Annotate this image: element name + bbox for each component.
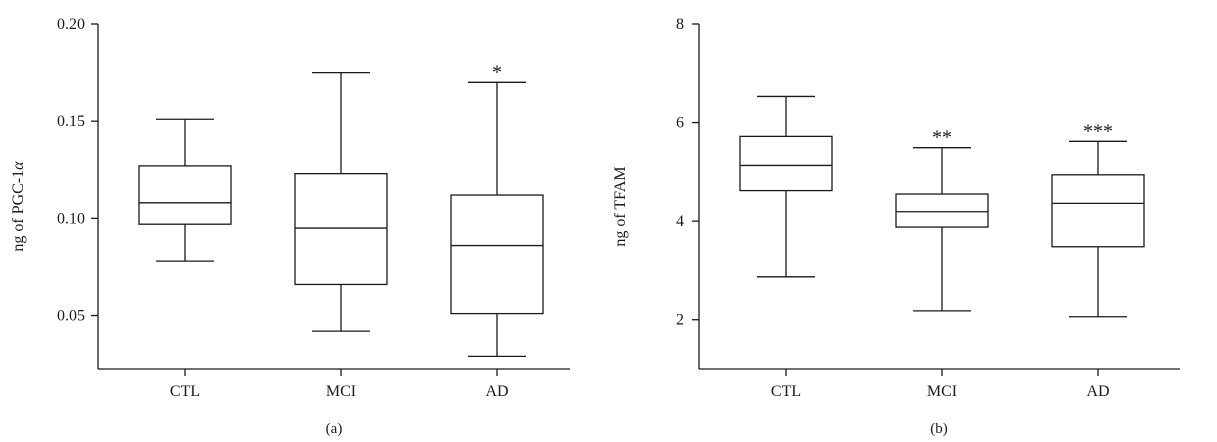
box-ctl [739,95,833,278]
panel-a: 0.05 0.10 0.15 0.20 CTL MCI AD ng of PGC-1α * (a) [10,16,570,437]
category-label-ad: AD [485,383,508,400]
y-axis-title: ng of TFAM [612,166,629,246]
y-tick-label: 8 [676,16,684,33]
y-tick-label: 2 [676,312,684,329]
category-label-ctl: CTL [170,383,200,400]
category-label-ctl: CTL [771,383,801,400]
y-axis-title-text: ng of TFAM [612,166,629,246]
y-axis-title: ng of PGC-1α [10,161,27,252]
y-axis-title-text: ng of PGC-1 [10,170,27,252]
y-tick-label: 0.15 [57,113,85,130]
significance-marker: * [492,61,502,83]
iqr-box [294,173,388,286]
iqr-box [1051,174,1145,248]
y-tick-label: 0.10 [57,210,85,227]
iqr-box [739,135,833,192]
iqr-box [138,165,232,225]
box-ad: *** [1051,120,1145,318]
y-tick-label: 0.05 [57,308,85,325]
y-tick-label: 4 [676,213,684,230]
box-mci [294,71,388,332]
category-label-ad: AD [1086,383,1109,400]
category-label-mci: MCI [927,383,957,400]
significance-marker: ** [932,127,952,149]
box-mci: ** [895,127,989,312]
significance-marker: *** [1083,120,1113,142]
iqr-box [450,194,544,315]
y-tick-label: 0.20 [57,16,85,33]
y-axis-title-symbol: α [10,161,27,170]
y-tick-label: 6 [676,115,684,132]
panel-label: (a) [326,421,343,437]
box-ctl [138,118,232,262]
iqr-box [895,193,989,228]
panel-label: (b) [930,421,948,437]
category-label-mci: MCI [326,383,356,400]
box-ad: * [450,61,544,358]
